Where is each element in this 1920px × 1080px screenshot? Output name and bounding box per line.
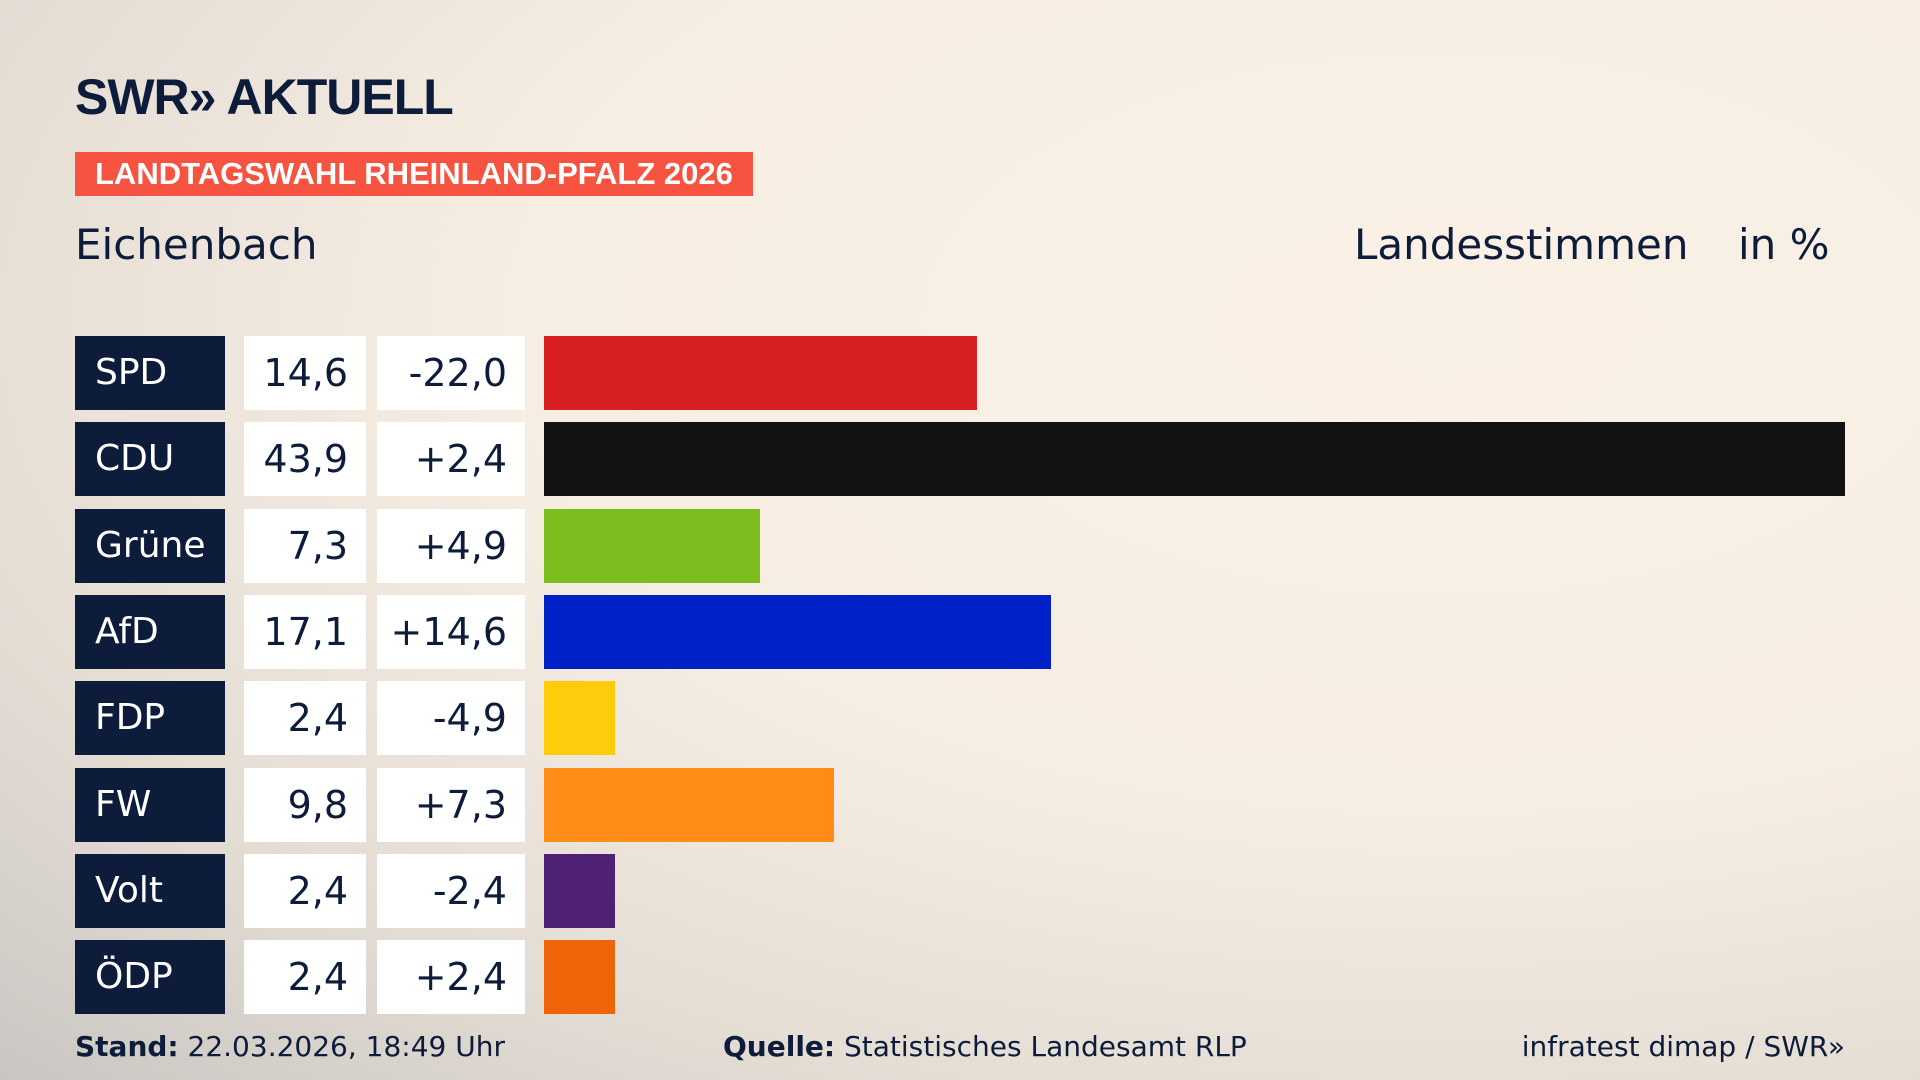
- election-banner: LANDTAGSWAHL RHEINLAND-PFALZ 2026: [75, 152, 753, 196]
- party-bar: [544, 853, 616, 928]
- stand-label: Stand:: [75, 1030, 179, 1063]
- party-name: Volt: [75, 853, 225, 928]
- party-diff: +2,4: [377, 940, 525, 1015]
- party-diff: +2,4: [377, 422, 525, 497]
- party-diff: +14,6: [377, 594, 525, 669]
- source-value: Statistisches Landesamt RLP: [844, 1030, 1247, 1063]
- party-bar: [544, 336, 977, 410]
- party-diff: +4,9: [377, 508, 525, 583]
- party-value: 14,6: [244, 336, 366, 410]
- party-name: CDU: [75, 422, 225, 497]
- party-value: 2,4: [244, 853, 366, 928]
- party-bar: [544, 940, 616, 1015]
- party-value: 9,8: [244, 767, 366, 842]
- region-title: Eichenbach: [75, 220, 318, 269]
- party-bar: [544, 594, 1051, 669]
- party-diff: +7,3: [377, 767, 525, 842]
- party-bar: [544, 422, 1845, 497]
- party-diff: -22,0: [377, 336, 525, 410]
- source: Quelle: Statistisches Landesamt RLP: [723, 1030, 1247, 1063]
- timestamp: Stand: 22.03.2026, 18:49 Uhr: [75, 1030, 505, 1063]
- unit-label: in %: [1738, 220, 1830, 269]
- party-value: 17,1: [244, 594, 366, 669]
- party-name: ÖDP: [75, 940, 225, 1015]
- party-name: FDP: [75, 681, 225, 756]
- stand-value: 22.03.2026, 18:49 Uhr: [187, 1030, 505, 1063]
- party-name: FW: [75, 767, 225, 842]
- credit: infratest dimap / SWR»: [1521, 1030, 1845, 1063]
- vote-type-label: Landesstimmen: [1354, 220, 1689, 269]
- party-name: SPD: [75, 336, 225, 410]
- party-value: 43,9: [244, 422, 366, 497]
- party-diff: -4,9: [377, 681, 525, 756]
- party-diff: -2,4: [377, 853, 525, 928]
- party-value: 2,4: [244, 681, 366, 756]
- swr-aktuell-logo: SWR» AKTUELL: [75, 69, 454, 125]
- party-bar: [544, 681, 616, 756]
- party-name: AfD: [75, 594, 225, 669]
- party-value: 2,4: [244, 940, 366, 1015]
- source-label: Quelle:: [723, 1030, 836, 1063]
- party-value: 7,3: [244, 508, 366, 583]
- party-bar: [544, 508, 761, 583]
- party-bar: [544, 767, 835, 842]
- party-name: Grüne: [75, 508, 225, 583]
